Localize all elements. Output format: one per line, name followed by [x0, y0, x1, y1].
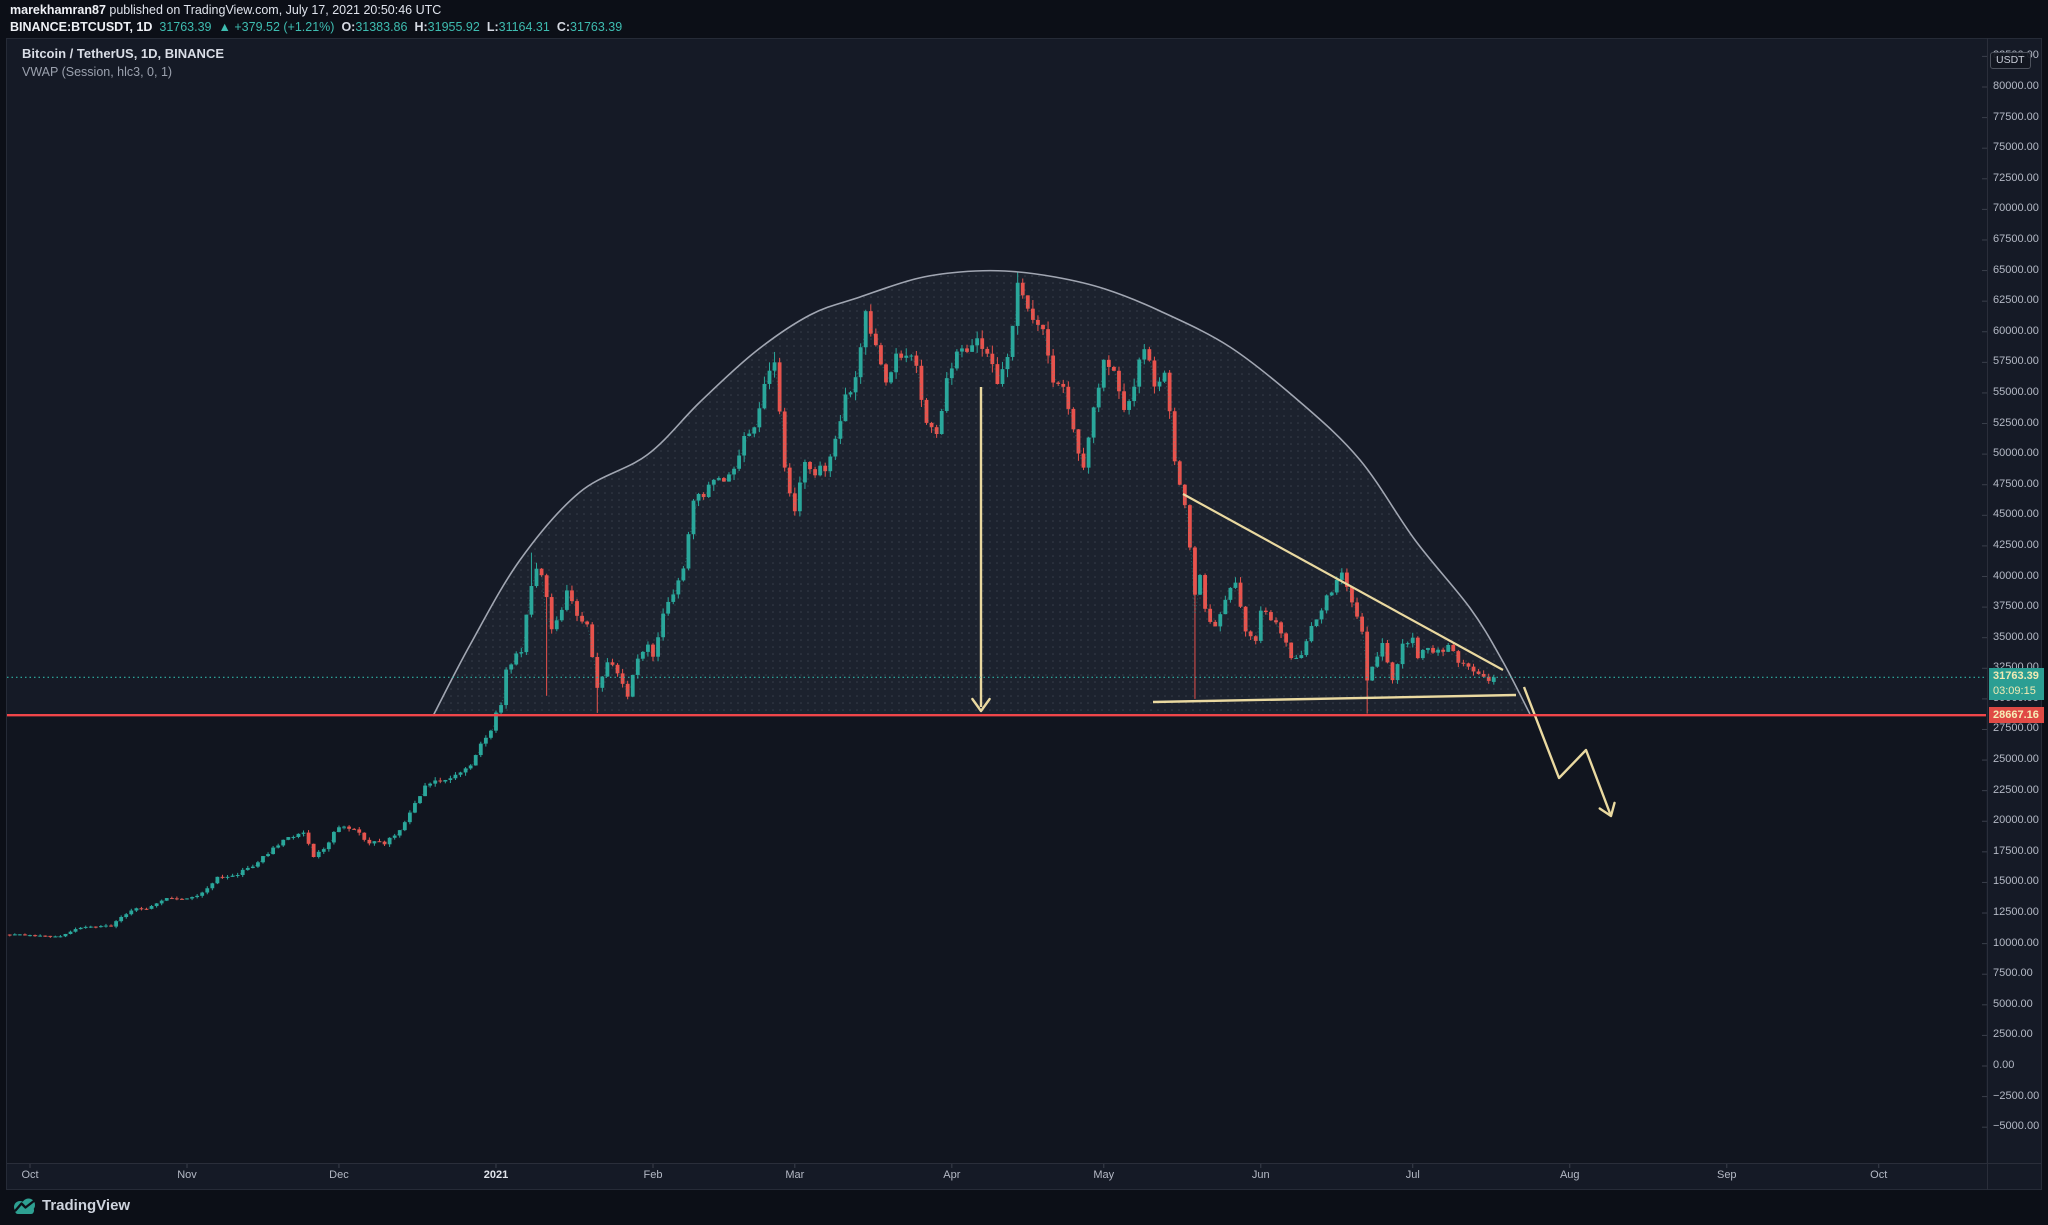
hline-price-value: 28667.16: [1993, 709, 2039, 722]
price-tick-label: 7500.00: [1993, 967, 2033, 980]
price-tick-label: 40000.00: [1993, 569, 2039, 582]
month-label: Sep: [1716, 1169, 1737, 1181]
price-tick-label: 80000.00: [1993, 80, 2039, 92]
last-price-value: 31763.39: [1993, 670, 2039, 683]
publish-line: marekhamran87 published on TradingView.c…: [10, 2, 629, 19]
price-tick-label: 70000.00: [1993, 202, 2039, 215]
below-support-shade: [7, 715, 1986, 1163]
month-label: Oct: [21, 1169, 39, 1181]
price-tick-label: 50000.00: [1993, 447, 2039, 460]
last-price-badge: 31763.39 03:09:15: [1989, 668, 2044, 701]
price-tick-label: 0.00: [1993, 1059, 2015, 1071]
time-axis[interactable]: Oct Nov Dec 2021 Feb Mar Apr May Jun Jul Aug Sep Oct: [6, 1163, 1987, 1190]
price-tick-label: 2500.00: [1993, 1028, 2033, 1041]
month-label: Dec: [329, 1169, 349, 1181]
price-tick-label: 77500.00: [1993, 110, 2039, 123]
symbol-line-part: C:: [556, 20, 571, 34]
publish-info: published on TradingView.com, July 17, 2…: [105, 3, 442, 17]
symbol-line-part: ▲ +379.52 (+1.21%): [218, 20, 335, 34]
symbol-ohlc-line: BINANCE:BTCUSDT, 1D 31763.39 ▲ +379.52 (+1…: [10, 19, 629, 35]
symbol-line-part: 31955.92: [427, 20, 480, 34]
price-tick-label: 60000.00: [1993, 324, 2039, 337]
price-tick-label: −2500.00: [1993, 1089, 2040, 1102]
price-tick-label: 5000.00: [1993, 997, 2033, 1010]
symbol-line-part: 31763.39: [570, 20, 623, 34]
symbol-line-part: L:: [486, 20, 499, 34]
price-tick-label: 52500.00: [1993, 416, 2039, 429]
month-label: 2021: [483, 1169, 509, 1181]
price-tick-label: 35000.00: [1993, 630, 2039, 643]
indicator-label: VWAP (Session, hlc3, 0, 1): [22, 65, 173, 79]
symbol-line-part: 31164.31: [498, 20, 550, 34]
price-tick-label: 42500.00: [1993, 538, 2039, 551]
price-tick-label: 12500.00: [1993, 906, 2039, 919]
bar-countdown: 03:09:15: [1993, 685, 2036, 698]
price-tick-label: 45000.00: [1993, 508, 2039, 521]
month-label: Jul: [1405, 1169, 1420, 1181]
price-tick-label: 25000.00: [1993, 753, 2039, 766]
hline-price-badge: 28667.16: [1989, 707, 2044, 724]
month-label: Jun: [1251, 1169, 1270, 1181]
symbol-line-part: 31383.86: [355, 20, 408, 34]
publish-header: marekhamran87 published on TradingView.c…: [10, 2, 629, 35]
symbol-title: Bitcoin / TetherUS, 1D, BINANCE: [22, 46, 225, 61]
month-label: Feb: [643, 1169, 663, 1181]
currency-unit-badge: USDT: [1990, 52, 2031, 69]
zigzag-down-arrow: [1522, 686, 1613, 817]
price-tick-label: 65000.00: [1993, 263, 2039, 276]
author-name: marekhamran87: [10, 3, 106, 17]
price-tick-label: 67500.00: [1993, 232, 2039, 245]
symbol-line-part: O:: [341, 20, 356, 34]
price-axis[interactable]: 82500.0080000.0077500.0075000.0072500.00…: [1988, 38, 2042, 1163]
price-tick-label: 57500.00: [1993, 355, 2039, 368]
month-label: May: [1093, 1169, 1115, 1181]
candlesticks: [7, 272, 1496, 938]
vwap-line: [9, 291, 1494, 938]
price-tick-label: 75000.00: [1993, 141, 2039, 154]
price-tick-label: 22500.00: [1993, 783, 2039, 796]
symbol-line-part: BINANCE:BTCUSDT, 1D: [10, 20, 153, 34]
month-label: Mar: [785, 1169, 805, 1181]
tradingview-logo-icon[interactable]: [12, 1197, 38, 1217]
chart-legend: Bitcoin / TetherUS, 1D, BINANCE VWAP (Se…: [22, 44, 224, 81]
descending-trendline: [1182, 493, 1504, 671]
symbol-line-part: H:: [414, 20, 428, 34]
price-tick-label: 55000.00: [1993, 385, 2039, 398]
triangle-support-line: [1152, 693, 1517, 704]
price-tick-label: 27500.00: [1993, 722, 2039, 735]
price-tick-label: 47500.00: [1993, 477, 2039, 490]
price-tick-label: 10000.00: [1993, 936, 2039, 949]
price-tick-label: −5000.00: [1993, 1120, 2040, 1133]
price-tick-label: 20000.00: [1993, 814, 2039, 827]
month-label: Oct: [1870, 1169, 1888, 1181]
month-label: Apr: [943, 1169, 961, 1181]
price-tick-label: 62500.00: [1993, 294, 2039, 307]
footer-bar: TradingView: [0, 1190, 2048, 1225]
price-chart-plot[interactable]: [0, 38, 2048, 1190]
symbol-line-part: 31763.39: [159, 20, 212, 34]
rounded-top-arc: [432, 269, 1531, 717]
month-label: Aug: [1559, 1169, 1580, 1181]
price-tick-label: 15000.00: [1993, 875, 2039, 888]
price-tick-label: 17500.00: [1993, 844, 2039, 857]
trend-drawings: [971, 387, 1616, 818]
brand-name: TradingView: [42, 1197, 131, 1214]
price-tick-label: 37500.00: [1993, 600, 2039, 613]
price-tick-label: 72500.00: [1993, 171, 2039, 184]
month-label: Nov: [177, 1169, 197, 1181]
